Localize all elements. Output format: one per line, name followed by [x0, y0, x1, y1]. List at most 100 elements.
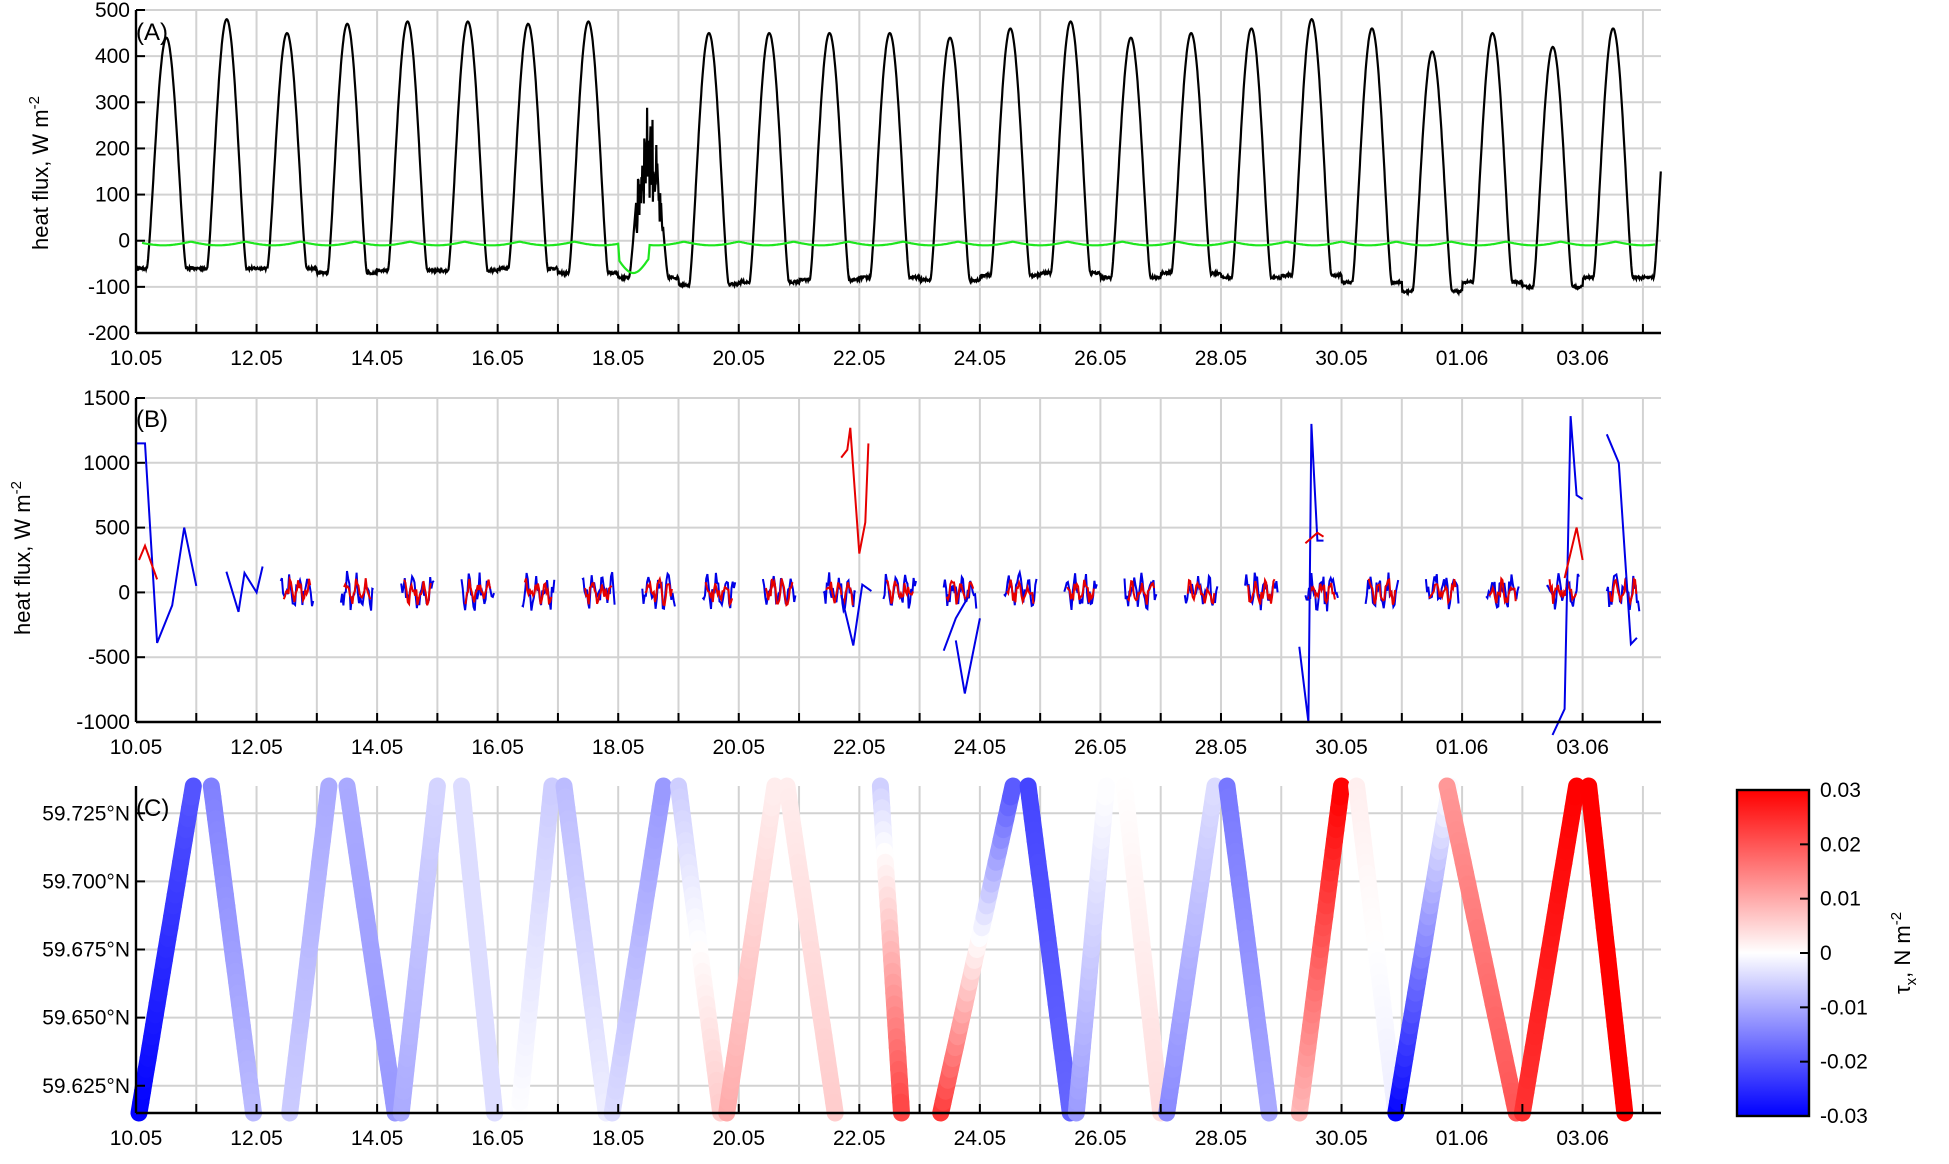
transect-point	[1096, 777, 1115, 806]
y-tick-label: 59.725°N	[42, 802, 130, 825]
x-tick-label: 18.05	[592, 736, 645, 759]
x-tick-label: 12.05	[230, 736, 283, 759]
series-blue-spike	[942, 597, 969, 652]
panel-a-data	[134, 17, 1662, 297]
x-tick-label: 12.05	[230, 347, 283, 370]
x-tick-label: 26.05	[1074, 347, 1127, 370]
y-tick-label: 59.650°N	[42, 1007, 130, 1030]
transect-point	[542, 777, 561, 806]
panel-b-x-ticks: 10.05 12.05 14.05 16.05 18.05 20.05 22.05 24.05…	[110, 713, 1644, 759]
series-red-segment	[343, 578, 372, 605]
series-red-segment	[644, 575, 673, 607]
y-tick-label: -500	[88, 646, 130, 669]
y-tick-label: 0	[118, 230, 130, 253]
panel-a-x-ticks: 10.05 12.05 14.05 16.05 18.05 20.05 22.05 24.05…	[110, 324, 1644, 370]
panel-a-y-axis-label: heat flux, W m-2	[26, 96, 53, 250]
series-red-segment	[1548, 579, 1577, 604]
panel-b: -1000 -500 0 500 1000 1500 10.05 12.05 14.05 16.…	[8, 387, 1661, 759]
series-blue-spike	[1605, 433, 1638, 647]
series-red-segment	[1006, 578, 1035, 606]
transect-point	[1566, 777, 1586, 806]
transect-point	[825, 1093, 844, 1122]
series-red-segment	[1488, 576, 1517, 606]
transect-point	[764, 777, 784, 806]
series-red-segment	[1066, 579, 1095, 603]
x-tick-label: 22.05	[833, 736, 886, 759]
y-tick-label: 0	[118, 581, 130, 604]
x-tick-label: 24.05	[954, 1127, 1007, 1150]
x-tick-label: 10.05	[110, 347, 163, 370]
colorbar-tick-label: 0.02	[1820, 833, 1861, 856]
series-blue-segment	[882, 573, 917, 609]
x-tick-label: 18.05	[592, 347, 645, 370]
series-blue-spike	[1551, 416, 1584, 736]
colorbar-tick-label: 0.01	[1820, 888, 1861, 911]
x-tick-label: 10.05	[110, 1127, 163, 1150]
y-tick-label: -200	[88, 322, 130, 345]
x-tick-label: 22.05	[833, 1127, 886, 1150]
x-tick-label: 20.05	[712, 1127, 765, 1150]
series-red-segment	[1186, 578, 1216, 605]
x-tick-label: 03.06	[1556, 1127, 1609, 1150]
transect-point	[243, 1093, 262, 1122]
x-tick-label: 14.05	[351, 736, 404, 759]
y-tick-label: 300	[95, 91, 130, 114]
x-tick-label: 01.06	[1436, 736, 1489, 759]
series-blue-segment	[641, 571, 676, 611]
series-longwave-line	[141, 240, 1656, 275]
x-tick-label: 10.05	[110, 736, 163, 759]
series-red-segment	[825, 581, 854, 606]
series-red-segment	[885, 579, 914, 604]
x-tick-label: 30.05	[1315, 1127, 1368, 1150]
series-red-segment	[764, 577, 794, 607]
x-tick-label: 14.05	[351, 347, 404, 370]
series-blue-spike	[136, 442, 198, 644]
x-tick-label: 20.05	[712, 736, 765, 759]
transect-point	[319, 777, 338, 806]
colorbar-tick-label: 0	[1820, 942, 1832, 965]
colorbar-ticks: 0.03 0.02 0.01 0 -0.01 -0.02 -0.03	[1800, 779, 1868, 1128]
x-tick-label: 28.05	[1195, 347, 1248, 370]
colorbar-tick-label: -0.03	[1820, 1105, 1868, 1128]
x-tick-label: 22.05	[833, 347, 886, 370]
colorbar-tick-label: -0.01	[1820, 996, 1868, 1019]
y-tick-label: 500	[95, 0, 130, 22]
series-red-segment	[1367, 577, 1397, 606]
x-tick-label: 16.05	[471, 736, 524, 759]
panel-b-axes	[134, 398, 1661, 724]
series-red-segment	[945, 579, 975, 605]
x-tick-label: 18.05	[592, 1127, 645, 1150]
y-tick-label: 200	[95, 137, 130, 160]
y-tick-label: 59.675°N	[42, 939, 130, 962]
x-tick-label: 12.05	[230, 1127, 283, 1150]
colorbar-label-exponent: -2	[1888, 912, 1905, 925]
transect-point	[427, 777, 446, 806]
x-tick-label: 24.05	[954, 736, 1007, 759]
transect-point	[1204, 777, 1224, 806]
y-tick-label: 59.700°N	[42, 870, 130, 893]
x-tick-label: 16.05	[471, 1127, 524, 1150]
panel-b-y-axis-label: heat flux, W m-2	[8, 481, 35, 635]
y-tick-label: 1500	[83, 387, 130, 410]
panel-a-label: (A)	[136, 19, 168, 46]
y-tick-label: -1000	[76, 711, 130, 734]
y-tick-label: 1000	[83, 452, 130, 475]
transect-point	[485, 1093, 504, 1122]
transect-point	[1331, 777, 1350, 806]
x-tick-label: 14.05	[351, 1127, 404, 1150]
series-red-spike	[1563, 527, 1584, 579]
panel-a-axes	[134, 10, 1661, 335]
panel-c-label: (C)	[136, 795, 169, 822]
colorbar-label: τx, N m-2	[1888, 912, 1920, 994]
series-blue-spike	[840, 582, 872, 646]
transect-point	[183, 777, 202, 806]
x-tick-label: 28.05	[1195, 1127, 1248, 1150]
series-blue-segment	[339, 570, 375, 611]
x-tick-label: 26.05	[1074, 736, 1127, 759]
y-tick-label: 59.625°N	[42, 1075, 130, 1098]
transect-point	[653, 777, 672, 806]
x-tick-label: 01.06	[1436, 347, 1489, 370]
series-blue-spike	[225, 566, 264, 613]
transect-point	[1615, 1093, 1634, 1122]
x-tick-label: 03.06	[1556, 347, 1609, 370]
